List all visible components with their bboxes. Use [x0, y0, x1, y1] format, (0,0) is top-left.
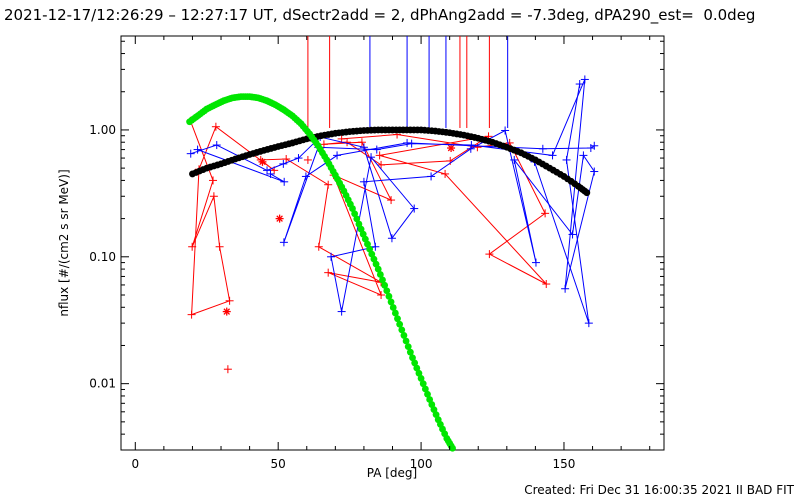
fit-curve-dot	[387, 298, 395, 306]
fit-curve-dot	[394, 315, 401, 323]
x-tick-label: 50	[271, 457, 286, 471]
data-series-line	[190, 79, 595, 312]
fit-curve-dot	[379, 276, 386, 284]
fit-curves-group	[186, 93, 591, 452]
fit-curve-dot	[411, 359, 419, 367]
fit-curve-dot	[349, 205, 356, 212]
fit-curve-dot	[424, 390, 431, 398]
x-axis-label: PA [deg]	[367, 466, 417, 480]
fit-curve-dot	[385, 292, 393, 300]
y-tick-label: 0.01	[89, 377, 116, 391]
y-tick-label: 1.00	[89, 123, 116, 137]
x-tick-label: 150	[553, 457, 576, 471]
fit-curve-dot	[391, 309, 399, 317]
data-point-star-stroke	[259, 158, 266, 166]
fit-curve-dot	[381, 281, 389, 289]
fit-curve-dot	[396, 320, 404, 328]
fit-curve-dot	[374, 265, 382, 273]
vertical-lines-group	[307, 36, 509, 128]
data-point-star-stroke	[276, 215, 283, 222]
fit-curve-dot	[404, 343, 412, 350]
fit-curve-dot	[398, 326, 406, 334]
footer-created-text: Created: Fri Dec 31 16:00:35 2021 II BAD…	[524, 483, 794, 497]
y-axis-label: nflux [#/(cm2 s sr MeV)]	[57, 169, 71, 316]
data-series-line	[189, 120, 547, 316]
fit-curve-dot	[402, 337, 410, 345]
data-series-line	[534, 83, 590, 324]
fit-curve-dot	[355, 220, 363, 228]
fit-curve-dot	[351, 210, 359, 218]
fit-curve-dot	[406, 348, 414, 356]
chart-title: 2021-12-17/12:26:29 – 12:27:17 UT, dSect…	[4, 6, 756, 24]
fit-curve-dot	[353, 215, 361, 223]
data-point-star-stroke	[223, 308, 231, 315]
fit-curve-dot	[409, 354, 416, 362]
data-point-star-stroke	[447, 144, 455, 152]
fit-curve-dot	[415, 369, 423, 377]
fit-curve-dot	[383, 287, 391, 295]
fit-curve-dot	[376, 271, 384, 278]
x-tick-label: 0	[131, 457, 139, 471]
series-group	[186, 75, 599, 374]
fit-curve-dot	[583, 189, 591, 197]
axes-group: 0 50 100 150 0.01 0.10 1.00	[89, 36, 664, 471]
fit-curve-dot	[400, 332, 408, 339]
fit-curve-dot	[389, 304, 397, 311]
x-tick-label: 100	[410, 457, 433, 471]
fit-curve-dot	[449, 444, 456, 452]
fit-curve-dot	[419, 380, 427, 388]
fit-curve-dot	[421, 385, 429, 393]
fit-curve-dot	[413, 364, 421, 372]
fit-curve-dot	[417, 375, 425, 382]
y-tick-label: 0.10	[89, 250, 116, 264]
